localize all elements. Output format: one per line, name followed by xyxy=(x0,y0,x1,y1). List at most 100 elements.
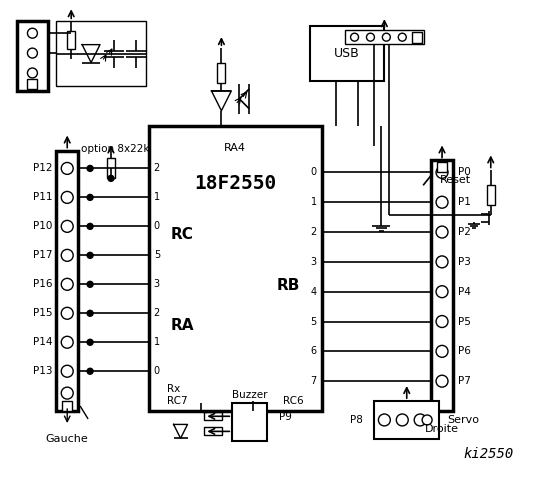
Text: Gauche: Gauche xyxy=(46,434,88,444)
Circle shape xyxy=(436,256,448,268)
Circle shape xyxy=(436,346,448,357)
Text: RC6: RC6 xyxy=(283,396,304,406)
Circle shape xyxy=(87,310,93,316)
Bar xyxy=(56,151,78,411)
Circle shape xyxy=(108,175,114,181)
Bar xyxy=(437,162,447,172)
Circle shape xyxy=(61,365,73,377)
Text: P13: P13 xyxy=(33,366,53,376)
Circle shape xyxy=(414,414,426,426)
Text: 0: 0 xyxy=(311,168,317,178)
Text: 1: 1 xyxy=(311,197,317,207)
Bar xyxy=(62,401,72,411)
Text: Reset: Reset xyxy=(440,175,471,185)
Bar xyxy=(205,427,222,435)
Text: 3: 3 xyxy=(311,257,317,267)
Circle shape xyxy=(87,281,93,288)
Text: Servo: Servo xyxy=(447,415,479,425)
Text: 7: 7 xyxy=(311,376,317,386)
Circle shape xyxy=(382,33,390,41)
Circle shape xyxy=(87,368,93,374)
Circle shape xyxy=(61,220,73,232)
Text: P16: P16 xyxy=(33,279,53,289)
Text: RC7: RC7 xyxy=(166,396,187,406)
Text: P4: P4 xyxy=(458,287,471,297)
Text: P12: P12 xyxy=(33,163,53,173)
Text: 0: 0 xyxy=(154,366,160,376)
Circle shape xyxy=(351,33,358,41)
Circle shape xyxy=(87,223,93,229)
Text: 0: 0 xyxy=(154,221,160,231)
Text: P14: P14 xyxy=(33,337,53,347)
Circle shape xyxy=(61,336,73,348)
Circle shape xyxy=(422,415,432,425)
Text: Droite: Droite xyxy=(425,424,459,434)
Text: 1: 1 xyxy=(154,337,160,347)
Text: P3: P3 xyxy=(458,257,471,267)
Text: 1: 1 xyxy=(154,192,160,203)
Circle shape xyxy=(61,162,73,174)
Text: P11: P11 xyxy=(33,192,53,203)
Text: 2: 2 xyxy=(154,308,160,318)
Circle shape xyxy=(378,414,390,426)
Text: 4: 4 xyxy=(311,287,317,297)
Text: ki2550: ki2550 xyxy=(463,447,514,461)
Bar xyxy=(217,63,226,83)
Text: RA: RA xyxy=(171,318,194,333)
Circle shape xyxy=(87,339,93,345)
Bar xyxy=(17,21,48,91)
Text: P2: P2 xyxy=(458,227,471,237)
Text: P7: P7 xyxy=(458,376,471,386)
Circle shape xyxy=(397,414,408,426)
Circle shape xyxy=(61,192,73,204)
Text: Buzzer: Buzzer xyxy=(232,390,268,400)
Text: 6: 6 xyxy=(311,347,317,356)
Text: P9: P9 xyxy=(279,412,291,422)
Text: P17: P17 xyxy=(33,251,53,260)
Bar xyxy=(487,185,495,205)
Circle shape xyxy=(61,278,73,290)
Text: Rx: Rx xyxy=(166,384,180,394)
Bar xyxy=(431,160,453,411)
Circle shape xyxy=(398,33,406,41)
Text: 5: 5 xyxy=(311,316,317,326)
Circle shape xyxy=(28,28,38,38)
Circle shape xyxy=(436,286,448,298)
Bar xyxy=(232,403,267,441)
Bar xyxy=(310,26,384,81)
Circle shape xyxy=(28,48,38,58)
Bar xyxy=(412,32,422,43)
Circle shape xyxy=(61,387,73,399)
Circle shape xyxy=(436,375,448,387)
Bar xyxy=(28,79,38,89)
Text: P5: P5 xyxy=(458,316,471,326)
Bar xyxy=(149,126,322,411)
Text: USB: USB xyxy=(334,47,360,60)
Circle shape xyxy=(436,167,448,179)
Text: 2: 2 xyxy=(154,163,160,173)
Circle shape xyxy=(28,68,38,78)
Text: option 8x22k: option 8x22k xyxy=(81,144,150,154)
Circle shape xyxy=(61,307,73,319)
Text: P8: P8 xyxy=(350,415,363,425)
Bar xyxy=(56,21,146,86)
Text: 3: 3 xyxy=(154,279,160,289)
Text: P10: P10 xyxy=(33,221,53,231)
Text: P0: P0 xyxy=(458,168,471,178)
Text: 2: 2 xyxy=(311,227,317,237)
Text: P6: P6 xyxy=(458,347,471,356)
Text: RC: RC xyxy=(171,227,194,241)
Text: P15: P15 xyxy=(33,308,53,318)
Bar xyxy=(205,412,222,420)
Circle shape xyxy=(436,196,448,208)
Text: P1: P1 xyxy=(458,197,471,207)
Text: RB: RB xyxy=(276,278,300,293)
Text: 18F2550: 18F2550 xyxy=(194,174,276,193)
Bar xyxy=(374,401,439,439)
Circle shape xyxy=(61,250,73,261)
Circle shape xyxy=(436,315,448,327)
Bar xyxy=(107,158,115,179)
Text: 5: 5 xyxy=(154,251,160,260)
Circle shape xyxy=(367,33,374,41)
Circle shape xyxy=(87,252,93,258)
